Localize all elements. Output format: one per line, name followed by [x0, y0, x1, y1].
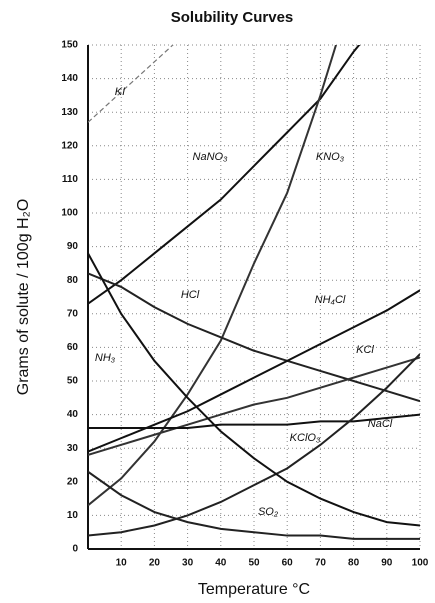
curve-label: NaNO₃: [193, 151, 229, 163]
x-tick-label: 40: [215, 558, 227, 569]
curve: [88, 413, 420, 430]
curve: [88, 356, 420, 456]
curve: [88, 289, 420, 453]
y-tick-label: 50: [67, 376, 79, 387]
x-axis-title: Temperature °C: [198, 581, 310, 598]
y-tick-label: 120: [61, 140, 78, 151]
y-tick-label: 20: [67, 476, 79, 487]
curve-label: NH₄Cl: [315, 294, 346, 306]
curve-label: KCl: [356, 344, 374, 356]
y-tick-label: 30: [67, 443, 79, 454]
y-tick-label: 70: [67, 308, 79, 319]
y-tick-label: 40: [67, 409, 79, 420]
x-tick-label: 70: [315, 558, 327, 569]
y-tick-label: 150: [61, 40, 78, 51]
y-tick-label: 130: [61, 107, 78, 118]
y-tick-label: 90: [67, 241, 79, 252]
y-tick-label: 140: [61, 73, 78, 84]
curve: [88, 353, 420, 537]
x-tick-label: 80: [348, 558, 360, 569]
y-tick-label: 10: [67, 510, 79, 521]
x-tick-label: 90: [381, 558, 393, 569]
y-tick-label: 60: [67, 342, 79, 353]
curve: [88, 470, 420, 540]
curve-label: KI: [115, 86, 125, 98]
curve-label: NaCl: [368, 418, 393, 430]
y-axis-title: Grams of solute / 100g H₂O: [15, 199, 32, 396]
curve: [88, 45, 338, 507]
curve-label: HCl: [181, 289, 200, 301]
x-tick-label: 100: [412, 558, 429, 569]
y-tick-label: 110: [62, 174, 79, 185]
x-tick-label: 30: [182, 558, 194, 569]
curve-label: KClO₃: [290, 432, 321, 444]
y-tick-label: 100: [61, 208, 78, 219]
x-tick-label: 20: [149, 558, 161, 569]
x-tick-label: 10: [116, 558, 128, 569]
curve-label: NH₃: [95, 352, 116, 364]
curve-label: SO₂: [258, 506, 279, 518]
curve-label: KNO₃: [316, 151, 345, 163]
y-tick-label: 80: [67, 275, 79, 286]
curve: [88, 45, 174, 123]
curve: [88, 272, 420, 403]
curve: [88, 252, 420, 527]
curve: [88, 45, 361, 305]
x-tick-label: 50: [248, 558, 260, 569]
chart-title: Solubility Curves: [171, 9, 294, 26]
x-tick-label: 60: [282, 558, 294, 569]
y-tick-label: 0: [72, 544, 78, 555]
